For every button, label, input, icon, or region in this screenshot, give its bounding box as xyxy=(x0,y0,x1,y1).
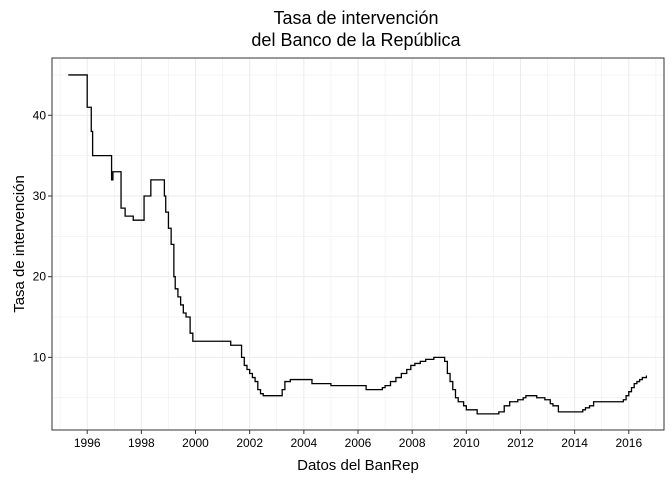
x-tick-label: 2014 xyxy=(561,436,588,450)
x-tick-label: 2000 xyxy=(182,436,209,450)
x-tick-label: 1998 xyxy=(128,436,155,450)
y-tick-label: 30 xyxy=(33,189,47,203)
series-group xyxy=(68,74,648,415)
y-axis-ticks: 10 20 30 40 xyxy=(33,108,52,364)
x-tick-label: 2010 xyxy=(453,436,480,450)
y-tick-label: 40 xyxy=(33,108,47,122)
x-tick-label: 2004 xyxy=(290,436,317,450)
y-tick-label: 10 xyxy=(33,350,47,364)
x-tick-label: 2012 xyxy=(507,436,534,450)
x-tick-label: 1996 xyxy=(74,436,101,450)
x-axis-title: Datos del BanRep xyxy=(297,457,419,474)
major-gridlines xyxy=(52,58,664,430)
chart-title-line-1: Tasa de intervención xyxy=(273,8,438,28)
y-axis-title: Tasa de intervención xyxy=(11,175,28,313)
x-tick-label: 2006 xyxy=(345,436,372,450)
series-line xyxy=(68,74,648,415)
y-tick-label: 20 xyxy=(33,270,47,284)
chart-title-line-2: del Banco de la República xyxy=(251,30,461,50)
x-tick-label: 2016 xyxy=(615,436,642,450)
x-axis-ticks: 1996 1998 2000 2002 2004 2006 2008 2010 2012 2014… xyxy=(74,430,642,450)
x-tick-label: 2002 xyxy=(236,436,263,450)
x-tick-label: 2008 xyxy=(399,436,426,450)
